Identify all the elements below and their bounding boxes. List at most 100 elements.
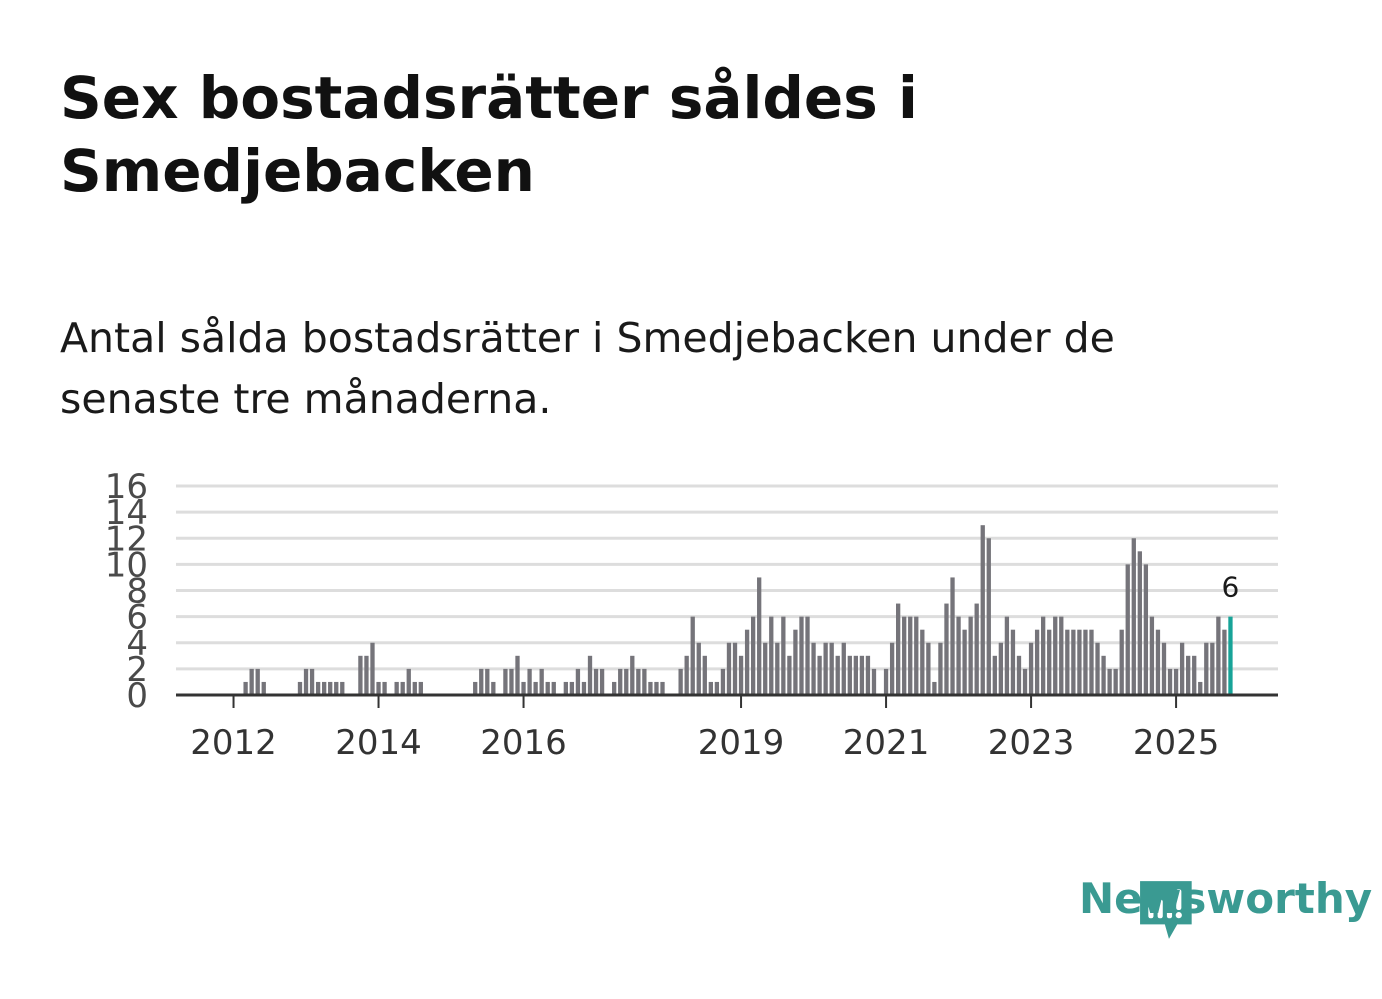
bar xyxy=(551,681,556,695)
bar xyxy=(775,642,780,695)
bar xyxy=(974,603,979,695)
bar xyxy=(889,642,895,695)
bar xyxy=(642,668,647,696)
gridlines xyxy=(176,484,1278,671)
bar xyxy=(630,655,635,695)
bar xyxy=(1107,668,1112,696)
bar xyxy=(1022,668,1028,696)
bar xyxy=(370,642,375,695)
y-tick-label: 4 xyxy=(126,624,148,664)
bar xyxy=(883,668,889,696)
bar xyxy=(358,655,363,695)
bar xyxy=(992,655,997,695)
bar xyxy=(1137,551,1142,695)
bar xyxy=(533,681,538,695)
bar xyxy=(690,616,695,696)
bar xyxy=(612,681,617,695)
bar xyxy=(1083,629,1088,695)
bar xyxy=(587,655,593,695)
bar xyxy=(787,655,792,695)
bar xyxy=(769,616,774,696)
chart-title: Sex bostadsrätter såldes i Smedjebacken xyxy=(60,64,918,205)
bar xyxy=(871,668,877,696)
bar xyxy=(1167,668,1173,696)
bar xyxy=(503,668,508,696)
bar xyxy=(1149,616,1155,696)
bar xyxy=(394,681,399,695)
bar xyxy=(527,668,532,696)
bar xyxy=(315,681,321,695)
bar xyxy=(902,616,907,696)
bar xyxy=(853,655,858,695)
bar xyxy=(835,655,840,695)
bar xyxy=(569,681,575,695)
bar xyxy=(1204,642,1209,695)
bar xyxy=(720,668,726,696)
y-tick-label: 14 xyxy=(105,493,148,533)
bar xyxy=(938,642,943,695)
bar xyxy=(521,681,526,695)
bar xyxy=(1089,629,1094,695)
bar xyxy=(920,629,925,695)
bar xyxy=(726,642,732,695)
bar xyxy=(926,642,931,695)
bar xyxy=(865,655,871,695)
bar xyxy=(624,668,629,696)
bar xyxy=(1041,616,1046,696)
bar xyxy=(678,668,683,696)
highlight-data-label: 6 xyxy=(1222,571,1240,604)
bar xyxy=(1077,629,1082,695)
bar xyxy=(750,616,756,696)
x-tick-label: 2019 xyxy=(698,723,785,763)
bar xyxy=(1143,564,1149,696)
bar xyxy=(412,681,417,695)
bar xyxy=(1131,538,1136,695)
bar xyxy=(817,655,822,695)
x-tick-label: 2014 xyxy=(335,723,422,763)
bar xyxy=(980,525,985,695)
bar xyxy=(303,668,309,696)
x-tick-label: 2016 xyxy=(480,723,567,763)
bar xyxy=(660,681,665,695)
bar xyxy=(243,681,248,695)
bar xyxy=(1004,616,1010,696)
y-tick-label: 16 xyxy=(105,467,148,507)
bar xyxy=(1222,629,1227,695)
bar xyxy=(1125,564,1130,696)
bar xyxy=(1173,668,1179,696)
bar xyxy=(1010,629,1016,695)
bar xyxy=(485,668,490,696)
bar xyxy=(382,681,387,695)
y-tick-label: 8 xyxy=(126,572,148,612)
bar xyxy=(1186,655,1191,695)
bar xyxy=(763,642,768,695)
bar xyxy=(914,616,919,696)
bar xyxy=(297,681,303,695)
chart-subtitle: Antal sålda bostadsrätter i Smedjebacken… xyxy=(60,314,1115,423)
bar xyxy=(648,681,653,695)
bar xyxy=(509,668,514,696)
bar xyxy=(962,629,967,695)
bar xyxy=(364,655,369,695)
y-tick-label: 10 xyxy=(105,545,148,585)
x-tick-label: 2025 xyxy=(1133,723,1220,763)
bar xyxy=(781,616,786,696)
bar xyxy=(744,629,750,695)
x-tick-label: 2012 xyxy=(190,723,277,763)
bar xyxy=(696,642,701,695)
bar xyxy=(1216,616,1221,696)
bar xyxy=(515,655,520,695)
bar xyxy=(539,668,544,696)
bar xyxy=(823,642,828,695)
bar xyxy=(491,681,496,695)
bar xyxy=(593,668,599,696)
bar xyxy=(322,681,327,695)
bar xyxy=(563,681,568,695)
bar xyxy=(328,681,333,695)
highlight-bar xyxy=(1228,616,1233,696)
x-tick-label: 2023 xyxy=(988,723,1075,763)
bar xyxy=(968,616,973,696)
bar xyxy=(1047,629,1052,695)
bar xyxy=(1198,681,1203,695)
bar xyxy=(545,681,550,695)
